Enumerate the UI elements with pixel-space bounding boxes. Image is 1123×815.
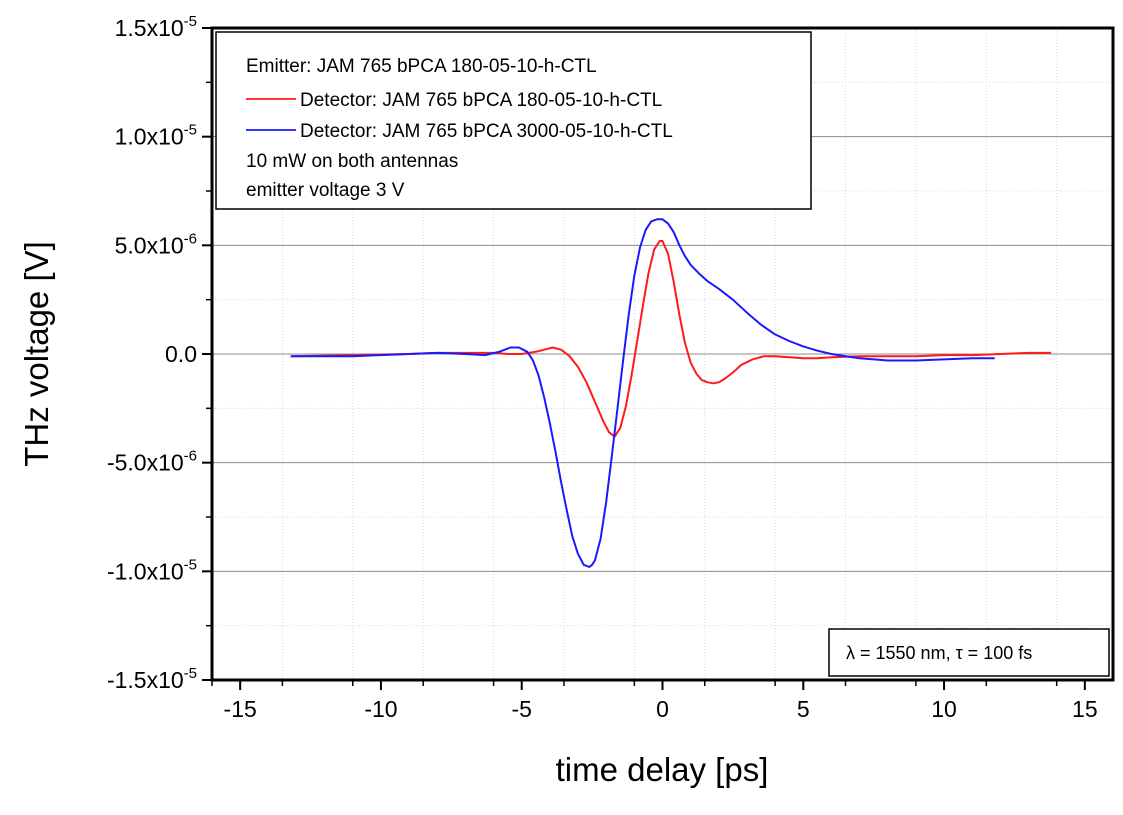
legend-header: Emitter: JAM 765 bPCA 180-05-10-h-CTL	[246, 56, 597, 77]
x-tick-labels: -15 -10 -5 0 5 10 15	[224, 696, 1098, 722]
legend-note-power: 10 mW on both antennas	[246, 151, 458, 172]
series-line-red	[290, 240, 1052, 438]
y-tick-label: 1.0x10-5	[115, 122, 197, 150]
x-tick-label: -15	[224, 696, 257, 722]
y-tick-label: -5.0x10-6	[107, 448, 197, 476]
y-tick-label: -1.5x10-5	[107, 665, 197, 693]
axis-ticks	[202, 27, 1086, 690]
y-tick-label: -1.0x10-5	[107, 556, 197, 584]
series-line-blue	[290, 218, 995, 568]
x-tick-label: 10	[931, 696, 957, 722]
annotation: λ = 1550 nm, τ = 100 fs	[828, 628, 1110, 677]
legend-box	[215, 31, 812, 210]
annotation-text: λ = 1550 nm, τ = 100 fs	[846, 643, 1032, 663]
y-axis-title: THz voltage [V]	[18, 241, 55, 467]
y-tick-label: 1.5x10-5	[115, 13, 197, 41]
y-tick-label: 5.0x10-6	[115, 230, 197, 258]
x-tick-label: -5	[511, 696, 531, 722]
series-layer	[290, 218, 1052, 568]
y-tick-label: 0.0	[165, 341, 197, 367]
x-tick-label: -10	[364, 696, 397, 722]
legend-note-voltage: emitter voltage 3 V	[246, 180, 405, 201]
legend: Emitter: JAM 765 bPCA 180-05-10-h-CTL De…	[215, 31, 812, 210]
x-tick-label: 15	[1072, 696, 1098, 722]
x-axis-title: time delay [ps]	[556, 751, 769, 788]
y-tick-labels: -1.5x10-5 -1.0x10-5 -5.0x10-6 0.0 5.0x10-6 1.…	[107, 13, 197, 693]
x-tick-label: 5	[797, 696, 810, 722]
legend-entry-red: Detector: JAM 765 bPCA 180-05-10-h-CTL	[300, 90, 662, 111]
annotation-box	[828, 628, 1110, 677]
x-tick-label: 0	[656, 696, 669, 722]
legend-entry-blue: Detector: JAM 765 bPCA 3000-05-10-h-CTL	[300, 121, 673, 142]
